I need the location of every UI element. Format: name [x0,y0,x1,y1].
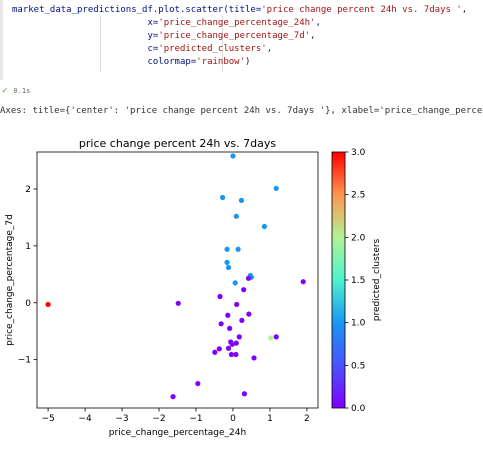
y-axis-label: price_change_percentage_7d [5,214,15,346]
scatter-point [195,380,201,387]
plot-area [36,151,319,409]
scatter-point [261,223,267,230]
scatter-point [268,335,274,341]
scatter-point [273,334,279,340]
colorbar-tick-label: 0.0 [351,404,366,414]
indent-guide [100,16,101,72]
y-tick-label: 1 [25,242,31,252]
code-line[interactable]: y='price_change_percentage_7d', [12,30,315,43]
scatter-point [235,246,241,252]
colorbar-tick-label: 2.5 [351,191,365,201]
code-token: , [461,5,468,15]
scatter-point [241,287,247,293]
x-tick-label: −3 [115,414,128,424]
code-token: 'predicted_clusters' [158,44,267,54]
code-line[interactable]: market_data_predictions_df.plot.scatter(… [12,4,467,17]
x-tick-label: 2 [304,414,310,424]
colorbar [331,151,346,409]
scatter-point [233,340,239,346]
success-check-icon: ✓ [2,86,8,96]
scatter-point [246,311,252,317]
x-tick-label: −4 [78,414,92,424]
colorbar-tick-label: 1.5 [351,276,365,286]
x-tick-label: 0 [230,414,236,424]
scatter-point [273,185,279,192]
code-token: x= [12,18,159,28]
scatter-point [251,355,257,361]
scatter-point [230,153,236,159]
code-line[interactable]: c='predicted_clusters', [12,43,272,56]
scatter-point [245,275,252,281]
code-token: title= [228,5,262,15]
code-token: , [266,44,273,54]
indent-guide [222,16,223,72]
scatter-point [224,246,230,252]
x-axis-label: price_change_percentage_24h [109,428,246,438]
scatter-point [233,351,239,358]
code-token: 'price_change_percentage_24h' [158,18,316,28]
scatter-point [233,213,239,219]
scatter-point [220,194,226,201]
y-tick-label: 0 [25,299,31,309]
x-tick-label: −5 [41,414,54,424]
code-line[interactable]: x='price_change_percentage_24h', [12,17,321,30]
scatter-point [229,341,235,347]
cell-status: ✓ 0.1s [2,86,30,96]
colorbar-tick-label: 0.5 [351,361,365,371]
code-token: 'price_change_percentage_7d' [158,31,311,41]
scatter-point [236,334,242,340]
scatter-point [218,321,224,327]
scatter-point [225,312,231,318]
scatter-point [225,264,232,271]
output-text: Axes: title={'center': 'price change per… [0,106,483,116]
code-token: 'rainbow' [196,57,246,67]
scatter-point [212,349,218,355]
scatter-point [241,391,248,397]
colorbar-tick-label: 2.0 [351,233,366,243]
scatter-point [232,280,238,286]
scatter-point [228,351,235,358]
scatter-point [300,279,306,285]
scatter-point [45,301,51,308]
x-tick-label: 1 [267,414,273,424]
code-token: y= [12,31,159,41]
code-token: , [315,18,321,28]
scatter-point [224,259,230,265]
scatter-point [170,394,176,400]
colorbar-tick-label: 1.0 [351,319,366,329]
scatter-point [225,345,232,351]
scatter-point [239,317,245,323]
x-tick-label: −1 [189,414,202,424]
scatter-point [217,293,223,300]
execution-time: 0.1s [13,87,31,95]
code-token: market_data_predictions_df.plot.scatter( [12,5,229,15]
colorbar-tick-label: 3.0 [351,148,366,158]
scatter-point [238,197,245,203]
code-token: colormap= [12,57,197,67]
scatter-point [175,300,181,306]
code-token: 'price change percent 24h vs. 7days ' [261,5,462,15]
colorbar-label: predicted_clusters [372,238,382,321]
code-line[interactable]: colormap='rainbow') [12,56,250,69]
y-tick-label: −1 [18,356,31,366]
code-cell[interactable]: market_data_predictions_df.plot.scatter(… [0,0,483,80]
scatter-point [216,346,222,352]
scatter-point [227,325,233,331]
code-token: c= [12,44,159,54]
x-tick-label: −2 [152,414,165,424]
code-token: ) [245,57,251,67]
y-tick-label: 2 [25,185,31,195]
cell-gutter [0,0,3,80]
chart-title: price change percent 24h vs. 7days [79,137,276,150]
code-token: , [310,31,316,41]
scatter-point [234,301,240,308]
